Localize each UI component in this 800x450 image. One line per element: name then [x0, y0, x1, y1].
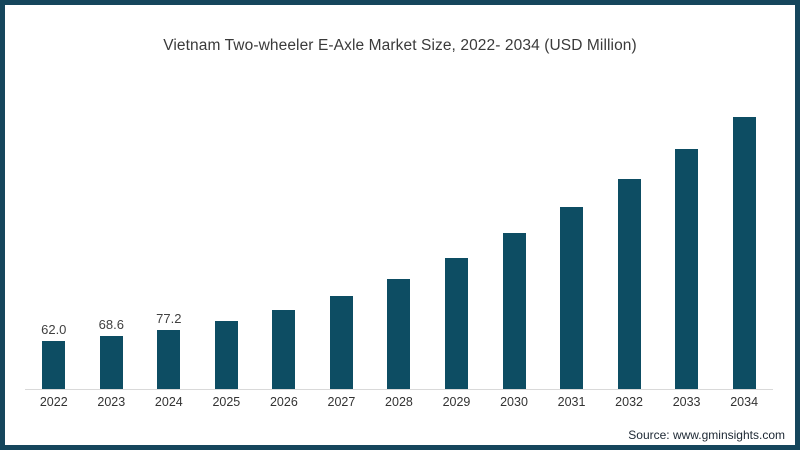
bar — [329, 295, 353, 389]
bar — [502, 233, 526, 389]
x-axis-tick: 2032 — [615, 395, 643, 409]
x-axis-tick: 2033 — [672, 395, 701, 409]
bar-slot: 68.6 — [83, 317, 141, 389]
x-axis-tick: 2022 — [39, 395, 68, 409]
bar-value-label: 68.6 — [98, 317, 124, 333]
bar — [42, 341, 66, 389]
bar-slot — [485, 233, 543, 389]
bar-slot: 62.0 — [25, 322, 83, 389]
x-axis-tick: 2023 — [97, 395, 126, 409]
x-axis-tick: 2031 — [557, 395, 586, 409]
bar-slot — [198, 321, 256, 389]
bar — [617, 179, 641, 389]
bar — [560, 207, 584, 389]
bar-slot — [600, 179, 658, 389]
bar-slot — [428, 257, 486, 389]
bar — [157, 329, 181, 389]
bar-slot — [370, 279, 428, 389]
bar-slot — [715, 117, 773, 389]
x-axis-tick: 2028 — [385, 395, 413, 409]
bar — [732, 117, 756, 389]
bar-value-label: 62.0 — [41, 322, 67, 338]
x-axis-labels: 2022 2023 2024 2025 2026 2027 2028 2029 2030 2031… — [25, 390, 773, 409]
x-axis-tick: 2029 — [442, 395, 471, 409]
bar — [675, 149, 699, 389]
bar-slot — [255, 309, 313, 389]
bar — [214, 321, 238, 389]
bar — [444, 257, 468, 389]
bar-slot — [543, 207, 601, 389]
x-axis-tick: 2027 — [327, 395, 356, 409]
bar-slot: 77.2 — [140, 311, 198, 389]
bar-chart: 62.0 68.6 77.2 — [25, 98, 773, 390]
x-axis-tick: 2026 — [269, 395, 298, 409]
bar — [272, 309, 296, 389]
bar — [99, 336, 123, 389]
chart-title: Vietnam Two-wheeler E-Axle Market Size, … — [163, 37, 637, 54]
x-axis-tick: 2025 — [212, 395, 241, 409]
x-axis-tick: 2034 — [730, 395, 759, 409]
bar-slot — [313, 295, 371, 389]
bar-value-label: 77.2 — [156, 310, 182, 326]
source-attribution: Source: www.gminsights.com — [628, 428, 785, 442]
x-axis-tick: 2024 — [154, 395, 183, 409]
bar — [387, 279, 411, 389]
x-axis-tick: 2030 — [500, 395, 528, 409]
bar-slot — [658, 149, 716, 389]
